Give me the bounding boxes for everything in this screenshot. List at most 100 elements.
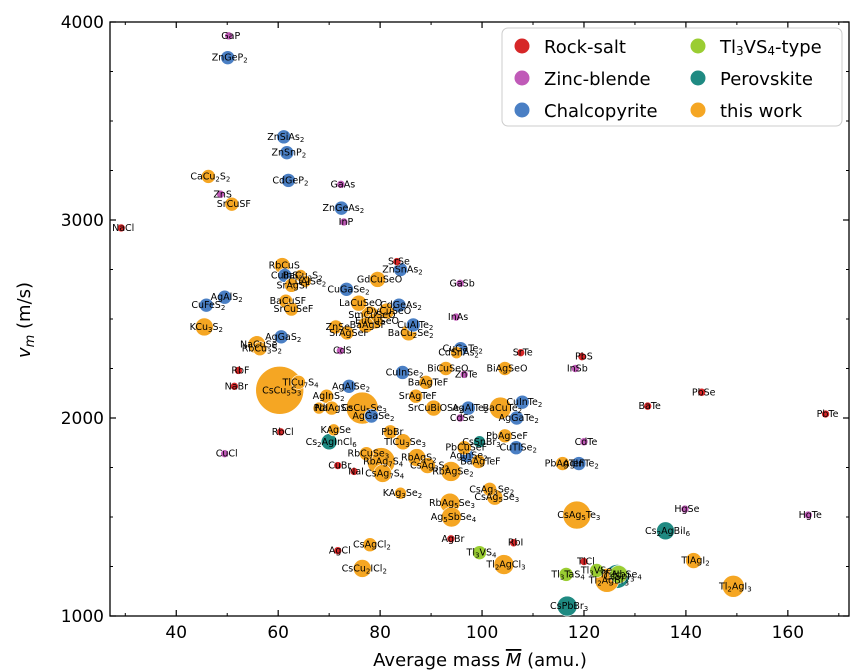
point-chalcopyrite-aginte2 <box>571 456 587 471</box>
point-label-cs2agbii6: Cs2AgBiI6 <box>645 526 691 538</box>
point-this-work-kag3se2 <box>394 486 407 500</box>
legend-label-this-work: this work <box>720 101 803 122</box>
point-label-agalte2: AgAlTe2 <box>452 403 488 415</box>
point-label-aginte2: AgInTe2 <box>563 459 599 471</box>
point-label-pbse: PbSe <box>692 387 716 398</box>
legend-marker-perovskite <box>690 70 706 86</box>
point-label-csag7s4: CsAg7S4 <box>365 468 405 480</box>
point-label-cdgep2: CdGeP2 <box>272 175 308 187</box>
point-label-tlcu7s4: TlCu7S4 <box>282 377 320 389</box>
point-label-lacuseo: LaCuSeO <box>339 298 382 309</box>
point-label-cacu2s2: CaCu2S2 <box>190 171 230 183</box>
point-label-cucl: CuCl <box>216 449 238 460</box>
point-label-rbag5se3: RbAg5Se3 <box>429 498 475 510</box>
point-label-cuins2: CuInS2 <box>271 270 303 282</box>
point-label-csag3se2: CsAg3Se2 <box>469 484 514 496</box>
point-label-csagcl2: CsAgCl2 <box>353 540 391 552</box>
point-label-cssni3: CsSnI3 <box>604 571 635 583</box>
point-perovskite-cssnbr3 <box>473 435 486 449</box>
point-this-work-cualse2 <box>298 275 312 288</box>
point-label-rbag7s4: RbAg7S4 <box>363 457 404 469</box>
point-label-insb: InSb <box>567 364 588 375</box>
point-this-work-csag3se2 <box>482 481 497 497</box>
y-axis-label: vm (m/s) <box>14 282 38 358</box>
point-this-work-tlcu3se3 <box>394 433 412 451</box>
point-label-aggate2: AgGaTe2 <box>499 413 539 425</box>
point-this-work-pbbr <box>383 424 398 440</box>
point-label-cualte2: CuAlTe2 <box>397 320 433 332</box>
point-this-work-baagsf <box>357 316 375 334</box>
point-label-tlcl: TlCl <box>576 557 595 568</box>
point-label-sragsf: SrAgSF <box>276 280 310 291</box>
point-label-pbte: PbTe <box>817 409 839 420</box>
point-this-work-pbagsef <box>497 428 513 444</box>
point-label-inp: InP <box>339 217 354 228</box>
point-this-work-srcusf <box>224 196 240 212</box>
point-rock-salt-nai <box>349 467 359 476</box>
point-zinc-blende-cdte <box>579 437 589 447</box>
point-label-znsias2: ZnSiAs2 <box>267 132 304 144</box>
legend-label-perovskite: Perovskite <box>720 69 813 90</box>
point-label-sragsef: SrAgSeF <box>329 328 369 339</box>
point-chalcopyrite-aggas2 <box>273 329 289 345</box>
point-chalcopyrite-zngep2 <box>220 50 236 65</box>
point-this-work-csagcl2 <box>362 537 378 553</box>
point-label-bacusf: BaCuSF <box>270 296 307 307</box>
point-rock-salt-srse <box>392 257 402 266</box>
point-label-smcuseo: SmCuSeO <box>348 310 395 321</box>
point-zinc-blende-cdse <box>455 413 465 423</box>
point-perovskite-cs2agbii6 <box>656 521 675 541</box>
point-label-srcusf: SrCuSF <box>217 199 251 210</box>
point-label-cdse: CdSe <box>450 413 475 424</box>
point-chalcopyrite-agalse2 <box>341 379 357 394</box>
point-label-inas: InAs <box>448 312 468 323</box>
point-this-work-tlcu7s4 <box>291 375 306 390</box>
point-label-cdte: CdTe <box>575 437 598 448</box>
point-label-agins2: AgInS2 <box>313 391 345 403</box>
point-this-work-rbcu3s2 <box>252 341 268 357</box>
point-zinc-blende-cucl <box>220 449 229 458</box>
point-label-tl2agbr3: Tl2AgBr3 <box>588 575 629 587</box>
point-label-cutlse2: CuTlSe2 <box>499 443 536 455</box>
point-this-work-csag5te3 <box>562 500 592 530</box>
point-label-aginse2: AgInSe2 <box>450 451 488 463</box>
point-label-eucuseo: EuCuSeO <box>355 316 399 327</box>
point-this-work-pdi <box>312 401 326 415</box>
point-label-cualse2: CuAlSe2 <box>288 276 326 288</box>
point-label-pbagtef: PbAgTeF <box>545 459 585 470</box>
axis-ticks: 40 60 80 100 120 140 160 1000 2000 3000 4000 <box>61 13 849 643</box>
point-this-work-sragsef <box>339 325 355 341</box>
point-label-nacuse: NaCuSe <box>240 340 278 351</box>
point-this-work-bacute2 <box>489 396 512 420</box>
point-label-biagseo: BiAgSeO <box>486 364 527 375</box>
point-label-baagtef: BaAgTeF <box>460 457 500 468</box>
point-rock-salt-pbse <box>697 387 707 397</box>
point-this-work-srcusef <box>284 301 299 317</box>
point-label-cufes2: CuFeS2 <box>191 300 225 312</box>
point-this-work-kcu3s2 <box>194 317 214 337</box>
point-zinc-blende-znte <box>459 370 469 379</box>
point-this-work-cscu2icl2 <box>352 559 372 578</box>
point-chalcopyrite-cdgeas2 <box>391 297 407 313</box>
point-label-kagse: KAgSe <box>321 425 352 436</box>
point-this-work-srcubiose2 <box>425 399 442 417</box>
point-label-gasb: GaSb <box>450 278 475 289</box>
point-zinc-blende-insb <box>571 364 580 373</box>
point-chalcopyrite-cuinte2 <box>515 394 530 410</box>
point-label-bicuseo: BiCuSeO <box>427 364 468 375</box>
y-tick-label: 2000 <box>61 409 104 429</box>
point-zinc-blende-gasb <box>455 279 465 288</box>
point-label-hgte: HgTe <box>799 510 822 521</box>
point-chalcopyrite-cufes2 <box>199 297 214 313</box>
point-this-work-cacu2s2 <box>201 169 216 184</box>
point-this-work-biagseo <box>497 361 513 376</box>
point-label-cscu5s3: CsCu5S3 <box>262 385 301 397</box>
point-zinc-blende-hgse <box>680 504 690 514</box>
point-label-cugate2: CuGaTe2 <box>442 344 482 356</box>
legend-marker-chalcopyrite <box>514 102 530 118</box>
point-chalcopyrite-zngeas2 <box>334 200 349 216</box>
point-label-znsnp2: ZnSnP2 <box>271 148 306 160</box>
point-label-agals2: AgAlS2 <box>211 292 243 304</box>
point-chalcopyrite-aggate2 <box>509 410 525 426</box>
point-label-rbf: RbF <box>231 365 249 376</box>
